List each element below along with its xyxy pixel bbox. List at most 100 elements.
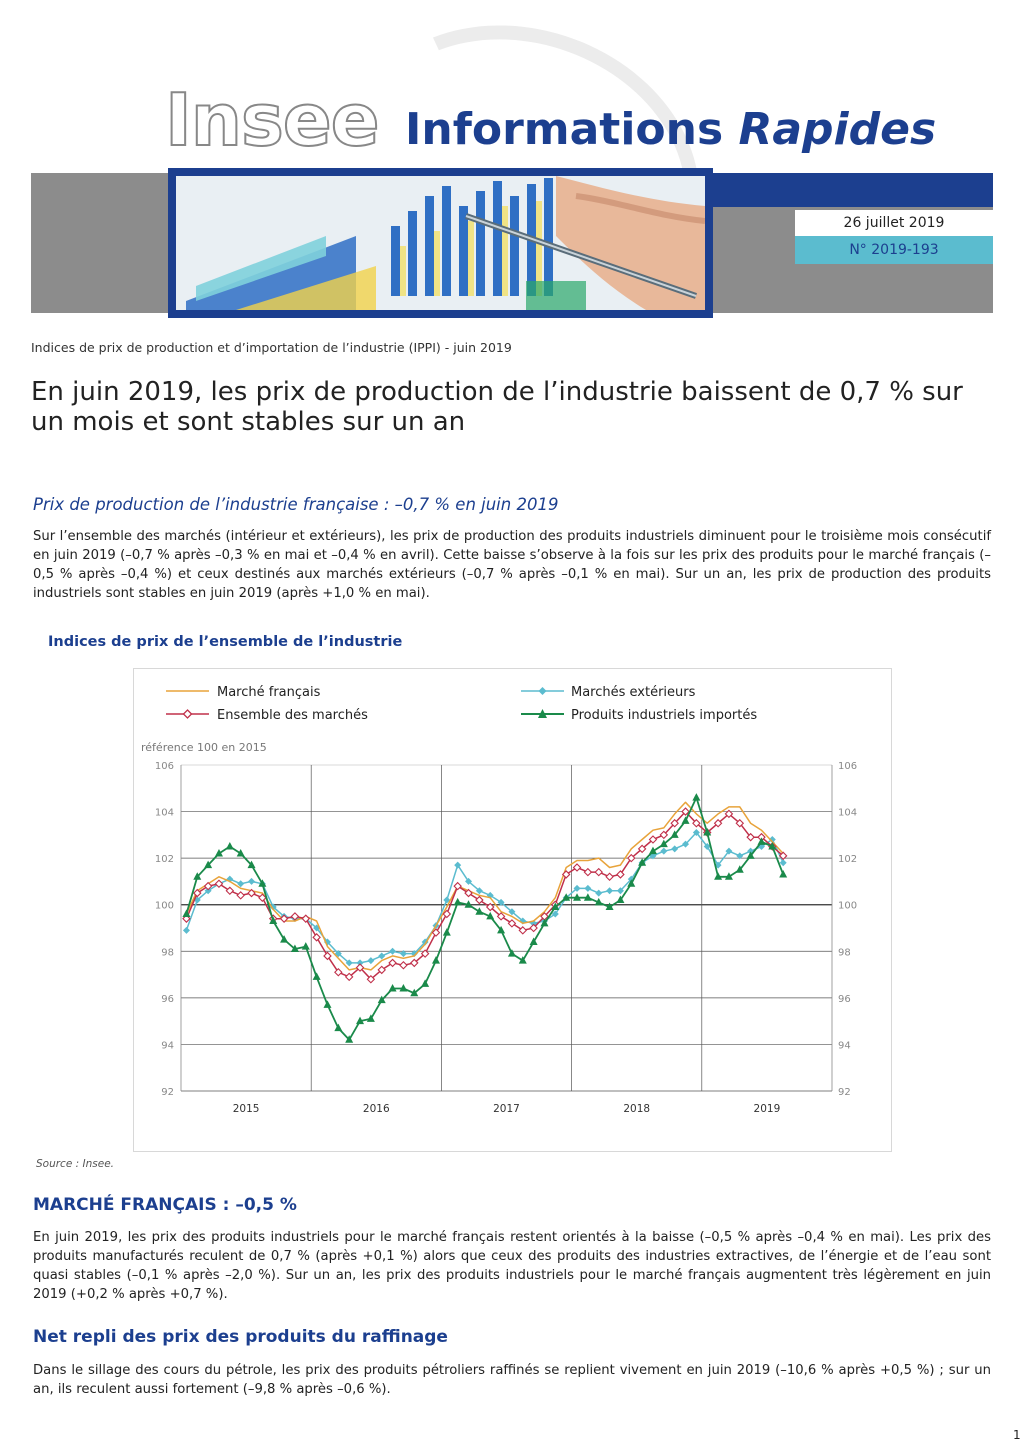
- data-point: [703, 843, 711, 850]
- legend-item-marches-exterieurs: Marchés extérieurs: [521, 685, 696, 700]
- legend-item-marche-francais: Marché français: [166, 685, 321, 700]
- data-point: [248, 877, 256, 885]
- data-point: [399, 950, 407, 958]
- y-tick-label-right: 94: [838, 1040, 851, 1051]
- data-point: [464, 888, 473, 898]
- data-point: [312, 972, 321, 980]
- chart-frame: Marché français Ensemble des marchés Mar…: [133, 668, 892, 1152]
- y-tick-label-right: 92: [838, 1087, 851, 1098]
- data-point: [410, 988, 419, 997]
- data-point: [323, 1000, 332, 1008]
- data-point: [648, 835, 658, 844]
- data-point: [301, 914, 311, 923]
- data-point: [757, 837, 766, 845]
- data-point: [713, 818, 723, 828]
- data-point: [518, 926, 528, 935]
- data-point: [529, 937, 538, 945]
- data-point: [659, 839, 668, 848]
- masthead-italic: Rapides: [738, 104, 937, 155]
- data-point: [334, 967, 343, 977]
- y-tick-label-right: 106: [838, 761, 857, 772]
- data-point: [681, 807, 690, 816]
- data-point: [649, 852, 657, 860]
- data-point: [768, 836, 776, 844]
- data-point: [225, 842, 234, 850]
- section-2-paragraph: En juin 2019, les prix des produits indu…: [33, 1230, 991, 1302]
- data-point: [671, 845, 679, 853]
- data-point: [779, 869, 788, 878]
- data-point: [724, 872, 733, 880]
- data-point: [453, 881, 462, 891]
- header-photo-image: [176, 176, 705, 310]
- data-point: [594, 867, 604, 877]
- data-point: [562, 893, 571, 901]
- data-point: [193, 872, 202, 880]
- issue-number: N° 2019-193: [795, 236, 993, 264]
- data-point: [681, 816, 690, 824]
- data-point: [507, 949, 516, 957]
- data-point: [269, 903, 277, 911]
- data-point: [279, 914, 289, 923]
- y-tick-label-left: 102: [155, 854, 174, 865]
- data-point: [497, 925, 506, 934]
- legend-label-produits-importes: Produits industriels importés: [571, 708, 757, 723]
- data-point: [660, 847, 668, 855]
- y-tick-label-left: 106: [155, 761, 174, 772]
- section-1-paragraph: Sur l’ensemble des marchés (intérieur et…: [33, 529, 991, 601]
- data-point: [269, 916, 278, 925]
- data-point: [204, 887, 212, 895]
- x-tick-label: 2015: [233, 1103, 260, 1115]
- data-point: [366, 1014, 375, 1022]
- data-point: [388, 958, 397, 968]
- data-point: [442, 928, 451, 936]
- kicker: Indices de prix de production et d’impor…: [31, 340, 512, 355]
- chart-legend: Marché français Ensemble des marchés Mar…: [166, 685, 757, 723]
- series-line-3: [185, 810, 784, 980]
- data-point: [605, 902, 614, 911]
- data-point: [290, 944, 299, 952]
- data-point: [247, 888, 256, 898]
- data-point: [431, 956, 440, 964]
- data-point: [626, 853, 636, 863]
- data-point: [280, 935, 289, 943]
- section-3-title: Net repli des prix des produits du raffi…: [33, 1327, 448, 1347]
- data-point: [497, 898, 505, 906]
- data-point: [682, 840, 690, 848]
- data-point: [475, 907, 484, 915]
- x-tick-label: 2016: [363, 1103, 390, 1115]
- data-point: [551, 902, 560, 911]
- data-point: [399, 984, 408, 992]
- data-point: [214, 848, 223, 857]
- data-point: [507, 919, 517, 928]
- data-point: [692, 829, 700, 837]
- data-point: [345, 1035, 354, 1043]
- data-point: [529, 923, 538, 933]
- data-point: [605, 872, 614, 882]
- data-point: [236, 848, 245, 857]
- legend-label-ensemble-des-marches: Ensemble des marchés: [217, 708, 368, 723]
- section-1-title: Prix de production de l’industrie frança…: [33, 495, 559, 514]
- data-point: [421, 979, 430, 987]
- data-point: [203, 881, 213, 891]
- data-point: [736, 852, 744, 860]
- data-point: [454, 861, 462, 869]
- data-point: [182, 909, 191, 918]
- data-point: [312, 933, 321, 942]
- price-index-chart: Marché français Ensemble des marchés Mar…: [141, 685, 857, 1115]
- data-point: [237, 880, 245, 888]
- data-point: [551, 910, 559, 918]
- x-tick-label: 2018: [623, 1103, 650, 1115]
- publication-date: 26 juillet 2019: [795, 210, 993, 236]
- data-point: [214, 879, 224, 889]
- data-point: [508, 908, 516, 916]
- data-point: [377, 995, 386, 1004]
- data-point: [301, 942, 310, 950]
- page-title: En juin 2019, les prix de production de …: [31, 377, 963, 437]
- legend-item-produits-importes: Produits industriels importés: [521, 708, 757, 723]
- data-point: [779, 859, 787, 867]
- data-point: [659, 830, 669, 840]
- data-point: [410, 950, 418, 958]
- data-point: [204, 860, 213, 869]
- section-3-paragraph: Dans le sillage des cours du pétrole, le…: [33, 1363, 991, 1397]
- data-point: [616, 895, 625, 904]
